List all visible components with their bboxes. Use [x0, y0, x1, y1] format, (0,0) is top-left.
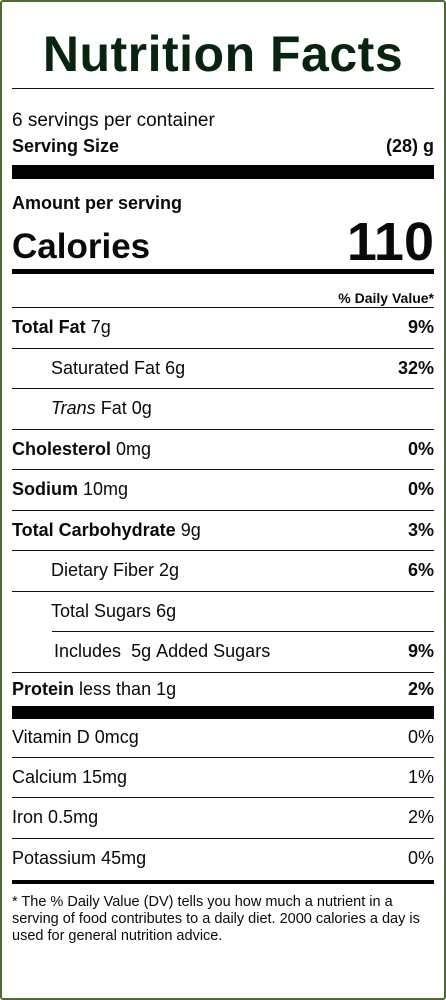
nutrient-row-dietary-fiber: Dietary Fiber 2g 6%	[12, 551, 434, 591]
nutrient-row-total-sugars: Total Sugars 6g	[12, 592, 434, 632]
nutrient-name: Total Sugars	[51, 600, 152, 621]
nutrient-dv: 32%	[397, 357, 434, 378]
nutrient-row-added-sugars: Includes 5g Added Sugars 9%	[12, 632, 434, 672]
nutrient-row-cholesterol: Cholesterol 0mg 0%	[12, 430, 434, 470]
thick-divider	[12, 165, 434, 179]
nutrient-row-saturated-fat: Saturated Fat 6g 32%	[12, 349, 434, 389]
nutrient-dv: 6%	[407, 560, 434, 581]
amount-per-serving: Amount per serving	[12, 193, 183, 213]
nutrient-row-trans-fat: Trans Fat 0g	[12, 389, 434, 429]
nutrient-name-italic: Trans	[51, 398, 96, 419]
nutrient-name: Saturated Fat	[51, 357, 161, 378]
nutrient-amount: 9g	[180, 519, 201, 540]
daily-value-header: % Daily Value*	[338, 290, 434, 306]
thick-divider	[12, 705, 434, 719]
nutrient-amount: 5g	[131, 641, 152, 662]
divider	[12, 88, 434, 89]
nutrient-amount: 0g	[131, 398, 152, 419]
vitamin-dv: 0%	[407, 727, 434, 747]
nutrient-row-protein: Protein less than 1g 2%	[12, 673, 434, 706]
nutrient-name: Total Fat	[12, 317, 86, 338]
vitamin-row-calcium: Calcium 15mg 1%	[12, 758, 434, 798]
medium-divider	[12, 880, 434, 884]
nutrient-name: Total Carbohydrate	[12, 519, 176, 540]
nutrient-name: Sodium	[12, 479, 78, 500]
nutrient-amount: 10mg	[83, 479, 129, 500]
serving-size-row: Serving Size (28) g	[12, 135, 434, 165]
vitamin-dv: 0%	[407, 847, 434, 868]
nutrient-amount: 2g	[159, 560, 180, 581]
nutrient-suffix: Added Sugars	[156, 641, 271, 662]
vitamin-name: Vitamin D	[12, 727, 90, 747]
serving-size-label: Serving Size	[12, 136, 120, 156]
nutrient-dv: 0%	[407, 479, 434, 500]
nutrient-amount: 6g	[156, 600, 177, 621]
vitamin-amount: 0.5mg	[48, 807, 99, 828]
nutrient-row-total-carbohydrate: Total Carbohydrate 9g 3%	[12, 511, 434, 551]
vitamin-amount: 0mcg	[94, 727, 139, 747]
nutrient-name: Cholesterol	[12, 438, 112, 459]
nutrient-name: Dietary Fiber	[51, 560, 155, 581]
nutrient-amount: 6g	[165, 357, 186, 378]
vitamin-dv: 2%	[407, 807, 434, 828]
vitamin-amount: 15mg	[82, 766, 128, 787]
label-title: Nutrition Facts	[42, 26, 404, 82]
serving-size-value: (28) g	[385, 136, 434, 156]
nutrient-amount: less than 1g	[79, 678, 177, 699]
servings-per-container: 6 servings per container	[12, 110, 215, 131]
vitamin-name: Potassium	[12, 847, 97, 868]
nutrient-dv: 3%	[407, 519, 434, 540]
vitamin-name: Iron	[12, 807, 44, 828]
vitamin-row-potassium: Potassium 45mg 0%	[12, 839, 434, 879]
nutrient-row-sodium: Sodium 10mg 0%	[12, 470, 434, 510]
nutrient-dv: 2%	[407, 678, 434, 699]
vitamin-dv: 1%	[407, 766, 434, 787]
nutrient-dv: 9%	[407, 317, 434, 338]
nutrient-dv: 0%	[407, 438, 434, 459]
nutrient-name: Fat	[100, 398, 127, 419]
vitamin-amount: 45mg	[101, 847, 147, 868]
nutrient-amount: 7g	[90, 317, 111, 338]
nutrient-name: Includes	[54, 641, 122, 662]
calories-label: Calories	[12, 227, 151, 266]
vitamin-row-iron: Iron 0.5mg 2%	[12, 798, 434, 838]
nutrient-row-total-fat: Total Fat 7g 9%	[12, 308, 434, 348]
calories-row: Calories 110	[12, 213, 434, 269]
medium-divider	[12, 269, 434, 274]
vitamin-row-vitamin-d: Vitamin D 0mcg 0%	[12, 719, 434, 757]
calories-value: 110	[346, 212, 434, 272]
nutrient-dv: 9%	[407, 641, 434, 662]
nutrient-name: Protein	[12, 678, 75, 699]
footnote: * The % Daily Value (DV) tells you how m…	[12, 894, 420, 944]
nutrient-amount: 0mg	[116, 438, 152, 459]
vitamin-name: Calcium	[12, 766, 78, 787]
